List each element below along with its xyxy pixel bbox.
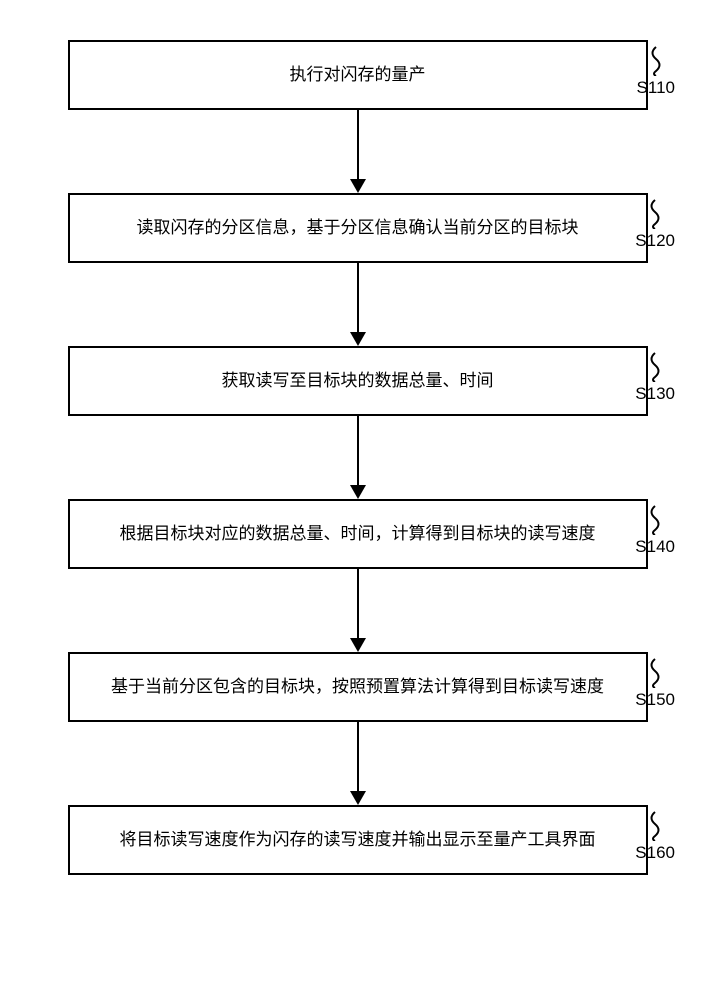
step-label-group: S140 [635, 505, 675, 557]
squiggle-icon [646, 352, 664, 382]
arrow-head-icon [350, 332, 366, 346]
step-text: 执行对闪存的量产 [290, 62, 426, 88]
arrow-line [357, 569, 359, 639]
arrow-head-icon [350, 485, 366, 499]
step-box: 基于当前分区包含的目标块，按照预置算法计算得到目标读写速度 [68, 652, 648, 722]
arrow [350, 569, 366, 652]
squiggle-icon [646, 811, 664, 841]
step-id: S160 [635, 843, 675, 863]
step-label-group: S120 [635, 199, 675, 251]
step-box: 根据目标块对应的数据总量、时间，计算得到目标块的读写速度 [68, 499, 648, 569]
step-box: 获取读写至目标块的数据总量、时间 [68, 346, 648, 416]
squiggle-icon [647, 46, 665, 76]
step-text: 获取读写至目标块的数据总量、时间 [222, 368, 494, 394]
arrow-line [357, 416, 359, 486]
step-id: S140 [635, 537, 675, 557]
step-text: 将目标读写速度作为闪存的读写速度并输出显示至量产工具界面 [120, 827, 596, 853]
squiggle-icon [646, 505, 664, 535]
step-box: 读取闪存的分区信息，基于分区信息确认当前分区的目标块 [68, 193, 648, 263]
step-s140: 根据目标块对应的数据总量、时间，计算得到目标块的读写速度 S140 [30, 499, 685, 569]
step-id: S150 [635, 690, 675, 710]
step-s150: 基于当前分区包含的目标块，按照预置算法计算得到目标读写速度 S150 [30, 652, 685, 722]
arrow [350, 416, 366, 499]
arrow-head-icon [350, 638, 366, 652]
step-box: 将目标读写速度作为闪存的读写速度并输出显示至量产工具界面 [68, 805, 648, 875]
step-id: S130 [635, 384, 675, 404]
step-s160: 将目标读写速度作为闪存的读写速度并输出显示至量产工具界面 S160 [30, 805, 685, 875]
step-text: 基于当前分区包含的目标块，按照预置算法计算得到目标读写速度 [111, 674, 604, 700]
step-label-group: S160 [635, 811, 675, 863]
step-id: S120 [635, 231, 675, 251]
arrow-head-icon [350, 791, 366, 805]
squiggle-icon [646, 658, 664, 688]
arrow-line [357, 263, 359, 333]
arrow-line [357, 722, 359, 792]
step-text: 根据目标块对应的数据总量、时间，计算得到目标块的读写速度 [120, 521, 596, 547]
step-label-group: S110 [637, 46, 675, 98]
flowchart-container: 执行对闪存的量产 S110 读取闪存的分区信息，基于分区信息确认当前分区的目标块… [30, 40, 685, 875]
step-label-group: S150 [635, 658, 675, 710]
arrow [350, 110, 366, 193]
step-box: 执行对闪存的量产 [68, 40, 648, 110]
step-s110: 执行对闪存的量产 S110 [30, 40, 685, 110]
step-s130: 获取读写至目标块的数据总量、时间 S130 [30, 346, 685, 416]
squiggle-icon [646, 199, 664, 229]
step-id: S110 [637, 78, 675, 98]
arrow-head-icon [350, 179, 366, 193]
step-label-group: S130 [635, 352, 675, 404]
step-text: 读取闪存的分区信息，基于分区信息确认当前分区的目标块 [137, 215, 579, 241]
step-s120: 读取闪存的分区信息，基于分区信息确认当前分区的目标块 S120 [30, 193, 685, 263]
arrow [350, 263, 366, 346]
arrow-line [357, 110, 359, 180]
arrow [350, 722, 366, 805]
